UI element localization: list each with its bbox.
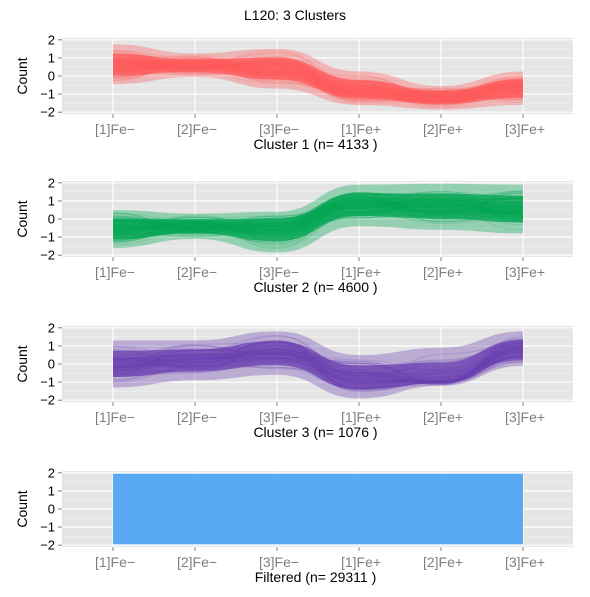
- panel-caption: Cluster 1 (n= 4133 ): [253, 136, 377, 152]
- y-tick-label: −1: [40, 230, 55, 245]
- y-tick-label: −2: [40, 393, 55, 408]
- x-tick-label: [1]Fe+: [341, 121, 381, 137]
- x-tick-label: [1]Fe−: [95, 409, 135, 425]
- x-tick-label: [3]Fe+: [505, 264, 545, 280]
- y-tick-label: 2: [48, 320, 55, 335]
- y-tick-label: 0: [48, 69, 55, 84]
- x-tick-label: [1]Fe+: [341, 264, 381, 280]
- series-core-band: [113, 339, 523, 390]
- cluster-panel: 2 1 0 −1 −2 [1]Fe− [2]Fe− [3]Fe− [1]Fe+ [2]Fe+ [3]…: [14, 32, 573, 152]
- panel-caption: Cluster 2 (n= 4600 ): [253, 279, 377, 295]
- x-tick-label: [2]Fe+: [423, 554, 463, 570]
- y-tick-label: 1: [48, 338, 55, 353]
- y-tick-label: −2: [40, 538, 55, 553]
- x-tick-label: [1]Fe+: [341, 409, 381, 425]
- y-tick-label: −2: [40, 105, 55, 120]
- cluster-panel: 2 1 0 −1 −2 [1]Fe− [2]Fe− [3]Fe− [1]Fe+ [2]Fe+ [3]…: [14, 175, 573, 295]
- x-tick-label: [2]Fe+: [423, 409, 463, 425]
- x-tick-label: [2]Fe−: [177, 409, 217, 425]
- y-tick-label: 1: [48, 483, 55, 498]
- panel-caption: Cluster 3 (n= 1076 ): [253, 424, 377, 440]
- cluster-panel: 2 1 0 −1 −2 [1]Fe− [2]Fe− [3]Fe− [1]Fe+ [2]Fe+ [3]…: [14, 465, 573, 585]
- x-tick-label: [2]Fe+: [423, 264, 463, 280]
- y-tick-label: −1: [40, 520, 55, 535]
- x-tick-label: [3]Fe+: [505, 409, 545, 425]
- x-tick-label: [1]Fe−: [95, 554, 135, 570]
- x-tick-label: [3]Fe−: [259, 554, 299, 570]
- x-tick-label: [1]Fe−: [95, 264, 135, 280]
- x-tick-label: [3]Fe−: [259, 264, 299, 280]
- y-axis-label: Count: [14, 345, 30, 382]
- y-axis-label: Count: [14, 57, 30, 94]
- series-envelope: [113, 473, 523, 545]
- y-tick-label: 0: [48, 502, 55, 517]
- y-tick-label: −1: [40, 375, 55, 390]
- y-axis-label: Count: [14, 200, 30, 237]
- y-tick-label: 2: [48, 175, 55, 190]
- x-tick-label: [2]Fe+: [423, 121, 463, 137]
- y-axis-label: Count: [14, 490, 30, 527]
- x-tick-label: [1]Fe−: [95, 121, 135, 137]
- x-tick-label: [1]Fe+: [341, 554, 381, 570]
- cluster-panel: 2 1 0 −1 −2 [1]Fe− [2]Fe− [3]Fe− [1]Fe+ [2]Fe+ [3]…: [14, 320, 573, 440]
- panel-caption: Filtered (n= 29311 ): [255, 569, 377, 585]
- x-tick-label: [3]Fe−: [259, 409, 299, 425]
- x-tick-label: [2]Fe−: [177, 121, 217, 137]
- figure-title: L120: 3 Clusters: [244, 7, 346, 23]
- y-tick-label: 0: [48, 212, 55, 227]
- x-tick-label: [2]Fe−: [177, 554, 217, 570]
- x-tick-label: [3]Fe+: [505, 121, 545, 137]
- y-tick-label: 1: [48, 50, 55, 65]
- y-tick-label: −1: [40, 87, 55, 102]
- y-tick-label: 0: [48, 357, 55, 372]
- y-tick-label: −2: [40, 248, 55, 263]
- y-tick-label: 2: [48, 32, 55, 47]
- x-tick-label: [3]Fe+: [505, 554, 545, 570]
- series-core-band: [113, 53, 523, 105]
- x-tick-label: [3]Fe−: [259, 121, 299, 137]
- y-tick-label: 1: [48, 193, 55, 208]
- x-tick-label: [2]Fe−: [177, 264, 217, 280]
- series-core-band: [113, 193, 523, 242]
- y-tick-label: 2: [48, 465, 55, 480]
- panels-container: 2 1 0 −1 −2 [1]Fe− [2]Fe− [3]Fe− [1]Fe+ [2]Fe+ [3]…: [14, 32, 573, 585]
